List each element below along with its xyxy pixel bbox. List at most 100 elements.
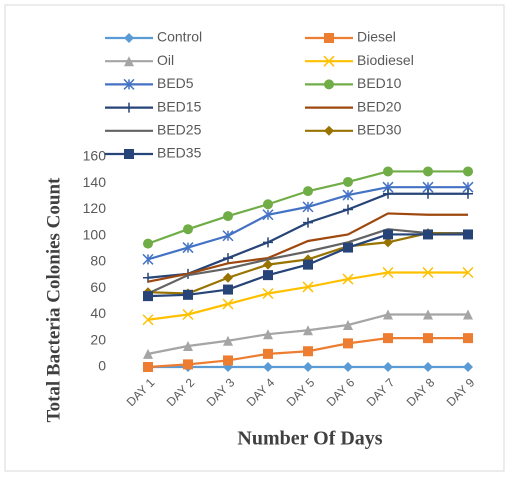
legend-marker — [123, 78, 135, 90]
legend-marker — [124, 102, 134, 113]
data-point — [142, 253, 154, 265]
data-point — [383, 333, 393, 344]
chart-border — [4, 4, 505, 472]
data-point — [343, 338, 353, 349]
data-point — [423, 333, 433, 344]
data-point — [222, 230, 234, 242]
y-tick-label: 160 — [83, 148, 107, 164]
y-tick-label: 60 — [90, 279, 106, 295]
data-point — [423, 229, 433, 240]
y-axis-title: Total Bacteria Colonies Count — [43, 177, 64, 422]
data-point — [222, 298, 234, 310]
data-point — [423, 188, 433, 199]
legend-marker — [324, 79, 334, 90]
legend-label: BED30 — [357, 122, 402, 138]
data-point — [223, 211, 233, 222]
data-point — [263, 270, 273, 281]
data-point — [343, 362, 353, 372]
legend-label: BED5 — [157, 75, 194, 91]
data-point — [183, 341, 193, 351]
legend-label: BED35 — [157, 145, 202, 161]
data-point — [263, 348, 273, 359]
legend-label: Biodiesel — [357, 52, 414, 68]
y-tick-label: 0 — [98, 358, 106, 374]
series-line — [147, 228, 468, 295]
data-point — [183, 289, 193, 300]
data-point — [303, 259, 313, 270]
data-point — [383, 229, 393, 240]
y-tick-label: 40 — [90, 305, 106, 321]
legend-marker — [323, 55, 335, 67]
data-point — [143, 362, 153, 372]
legend-marker — [124, 33, 134, 43]
data-point — [463, 333, 473, 344]
legend-marker — [124, 149, 134, 159]
data-point — [223, 355, 233, 366]
data-point — [423, 166, 433, 177]
data-point — [343, 242, 353, 253]
data-point — [223, 284, 233, 295]
data-point — [342, 273, 354, 285]
legend-label: Control — [157, 29, 202, 45]
data-point — [223, 272, 233, 283]
data-point — [302, 281, 314, 293]
data-point — [143, 238, 153, 249]
legend-label: BED15 — [157, 98, 202, 114]
data-point — [262, 287, 274, 300]
data-point — [183, 359, 193, 370]
data-point — [263, 259, 273, 270]
data-point — [303, 362, 313, 372]
data-point — [302, 201, 314, 213]
y-tick-label: 80 — [90, 253, 106, 269]
data-point — [143, 348, 153, 359]
data-point — [303, 186, 313, 197]
data-point — [423, 309, 433, 320]
data-point — [263, 329, 273, 340]
legend-label: Oil — [157, 52, 174, 68]
data-point — [382, 266, 394, 279]
data-point — [343, 176, 353, 187]
y-tick-label: 120 — [83, 200, 107, 216]
data-point — [183, 224, 193, 235]
data-point — [463, 309, 473, 320]
data-point — [423, 362, 433, 372]
data-point — [383, 362, 393, 372]
legend-label: Diesel — [357, 29, 396, 45]
x-axis-title: Number Of Days — [237, 428, 382, 450]
data-point — [223, 335, 233, 346]
data-point — [383, 166, 393, 177]
data-point — [343, 320, 353, 330]
data-point — [143, 291, 153, 302]
data-point — [182, 308, 194, 321]
data-point — [462, 266, 474, 279]
data-point — [263, 362, 273, 372]
data-point — [303, 325, 313, 336]
data-point — [343, 204, 353, 215]
data-point — [182, 242, 194, 254]
data-point — [262, 209, 274, 221]
data-point — [142, 314, 154, 326]
data-point — [463, 362, 473, 372]
legend-marker — [324, 33, 334, 43]
y-tick-label: 20 — [90, 331, 106, 347]
series-line — [147, 212, 468, 283]
legend-label: BED25 — [157, 122, 202, 138]
legend-label: BED20 — [357, 98, 402, 114]
data-point — [463, 166, 473, 177]
legend-marker — [324, 125, 334, 136]
y-tick-label: 100 — [83, 226, 107, 242]
data-point — [223, 253, 233, 264]
data-point — [303, 346, 313, 357]
legend-label: BED10 — [357, 75, 402, 91]
legend-marker — [124, 56, 134, 67]
y-tick-label: 140 — [83, 174, 107, 190]
data-point — [422, 266, 434, 279]
data-point — [263, 199, 273, 210]
data-point — [263, 237, 273, 248]
data-point — [383, 309, 393, 320]
data-point — [383, 188, 393, 199]
data-point — [463, 188, 473, 199]
data-point — [383, 237, 393, 248]
